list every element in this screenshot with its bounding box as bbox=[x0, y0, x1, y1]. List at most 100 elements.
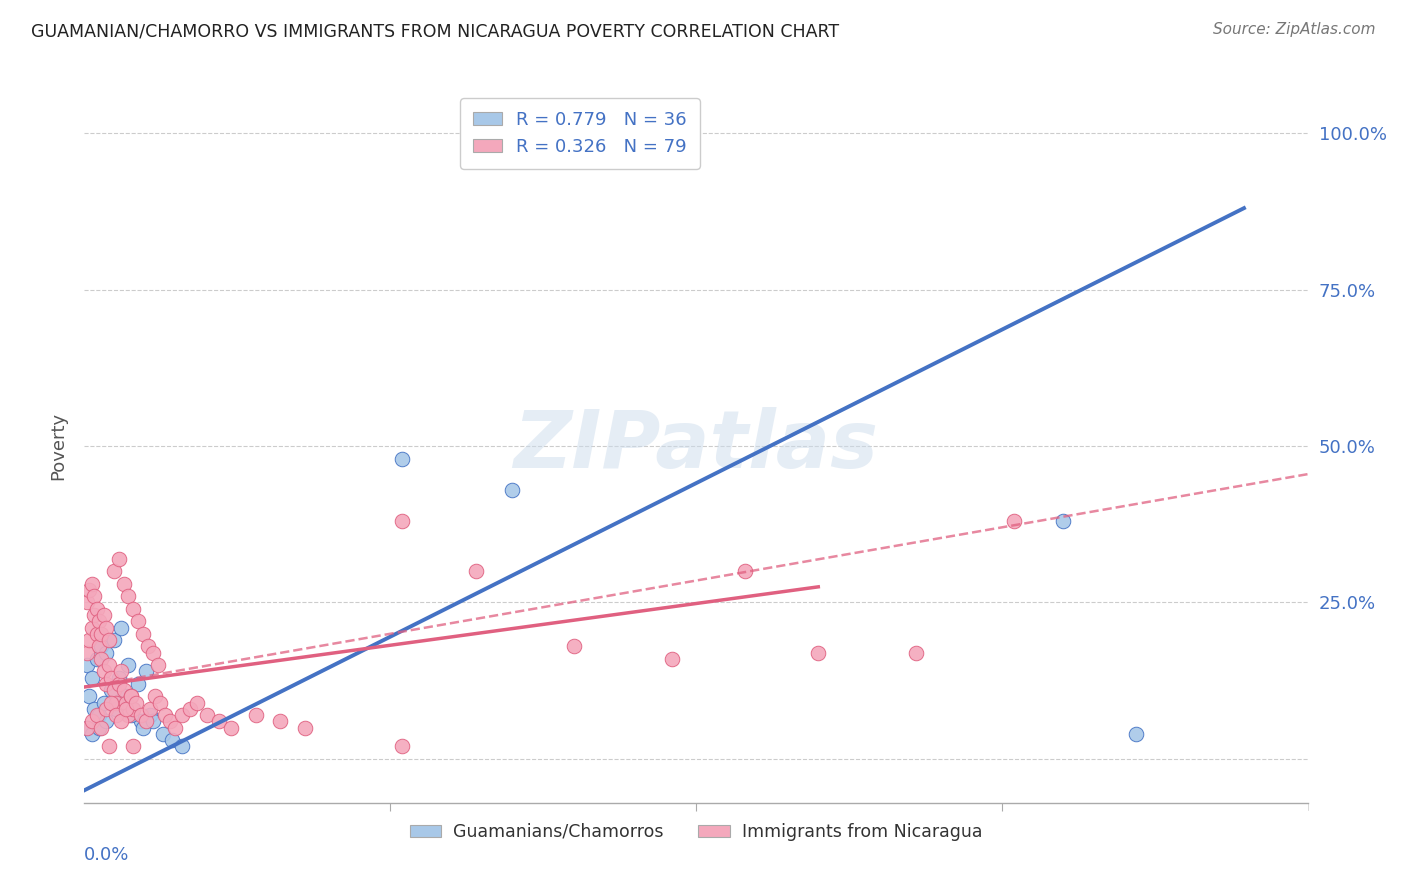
Point bbox=[152, 727, 174, 741]
Point bbox=[97, 633, 120, 648]
Point bbox=[562, 640, 585, 654]
Point bbox=[103, 683, 125, 698]
Y-axis label: Poverty: Poverty bbox=[49, 412, 67, 480]
Point bbox=[208, 714, 231, 729]
Point bbox=[107, 671, 129, 685]
Point bbox=[219, 721, 242, 735]
Point bbox=[80, 671, 103, 685]
Point bbox=[172, 708, 194, 723]
Point bbox=[122, 702, 145, 716]
Point bbox=[117, 589, 139, 603]
Point bbox=[77, 633, 100, 648]
Point bbox=[83, 702, 105, 716]
Point bbox=[179, 702, 201, 716]
Point bbox=[97, 658, 120, 673]
Point bbox=[105, 708, 128, 723]
Point bbox=[115, 702, 138, 716]
Point bbox=[129, 708, 152, 723]
Point bbox=[80, 576, 103, 591]
Point bbox=[245, 708, 267, 723]
Point bbox=[391, 451, 413, 466]
Point bbox=[153, 708, 176, 723]
Point bbox=[107, 677, 129, 691]
Point bbox=[135, 714, 157, 729]
Point bbox=[83, 589, 105, 603]
Point bbox=[122, 601, 145, 615]
Point bbox=[905, 646, 928, 660]
Point bbox=[76, 721, 98, 735]
Point bbox=[96, 621, 118, 635]
Point bbox=[86, 601, 108, 615]
Point bbox=[120, 708, 142, 723]
Point bbox=[96, 702, 118, 716]
Point bbox=[110, 665, 132, 679]
Point bbox=[103, 564, 125, 578]
Point bbox=[117, 708, 139, 723]
Point bbox=[1125, 727, 1147, 741]
Point bbox=[76, 646, 98, 660]
Point bbox=[294, 721, 316, 735]
Point bbox=[135, 665, 157, 679]
Point bbox=[76, 721, 98, 735]
Point bbox=[112, 690, 135, 704]
Point bbox=[86, 708, 108, 723]
Point bbox=[110, 621, 132, 635]
Point bbox=[87, 721, 110, 735]
Point bbox=[87, 614, 110, 628]
Point bbox=[391, 514, 413, 528]
Legend: Guamanians/Chamorros, Immigrants from Nicaragua: Guamanians/Chamorros, Immigrants from Ni… bbox=[402, 816, 990, 847]
Point bbox=[83, 607, 105, 622]
Point bbox=[661, 652, 683, 666]
Point bbox=[186, 696, 208, 710]
Point bbox=[80, 727, 103, 741]
Point bbox=[96, 714, 118, 729]
Point bbox=[122, 702, 145, 716]
Point bbox=[139, 702, 162, 716]
Point bbox=[172, 739, 194, 754]
Point bbox=[139, 708, 162, 723]
Point bbox=[105, 696, 128, 710]
Point bbox=[734, 564, 756, 578]
Point bbox=[93, 607, 115, 622]
Point bbox=[112, 576, 135, 591]
Point bbox=[80, 714, 103, 729]
Point bbox=[142, 646, 165, 660]
Point bbox=[129, 714, 152, 729]
Point bbox=[112, 683, 135, 698]
Point bbox=[87, 640, 110, 654]
Point bbox=[100, 696, 122, 710]
Text: Source: ZipAtlas.com: Source: ZipAtlas.com bbox=[1212, 22, 1375, 37]
Point bbox=[163, 721, 186, 735]
Point bbox=[127, 677, 149, 691]
Point bbox=[142, 714, 165, 729]
Point bbox=[120, 690, 142, 704]
Point bbox=[502, 483, 524, 497]
Point bbox=[97, 739, 120, 754]
Point bbox=[103, 633, 125, 648]
Point bbox=[136, 640, 159, 654]
Point bbox=[86, 627, 108, 641]
Text: 0.0%: 0.0% bbox=[84, 846, 129, 863]
Point bbox=[120, 690, 142, 704]
Point bbox=[195, 708, 218, 723]
Point bbox=[122, 739, 145, 754]
Point bbox=[125, 696, 148, 710]
Point bbox=[159, 714, 181, 729]
Point bbox=[93, 696, 115, 710]
Point bbox=[132, 627, 155, 641]
Point bbox=[132, 721, 155, 735]
Point bbox=[100, 671, 122, 685]
Point bbox=[1002, 514, 1025, 528]
Text: ZIPatlas: ZIPatlas bbox=[513, 407, 879, 485]
Point bbox=[269, 714, 291, 729]
Point bbox=[90, 627, 112, 641]
Point bbox=[77, 582, 100, 597]
Point bbox=[107, 551, 129, 566]
Point bbox=[96, 646, 118, 660]
Point bbox=[90, 652, 112, 666]
Point bbox=[90, 640, 112, 654]
Point bbox=[86, 652, 108, 666]
Point bbox=[90, 721, 112, 735]
Point bbox=[464, 564, 486, 578]
Point bbox=[146, 658, 169, 673]
